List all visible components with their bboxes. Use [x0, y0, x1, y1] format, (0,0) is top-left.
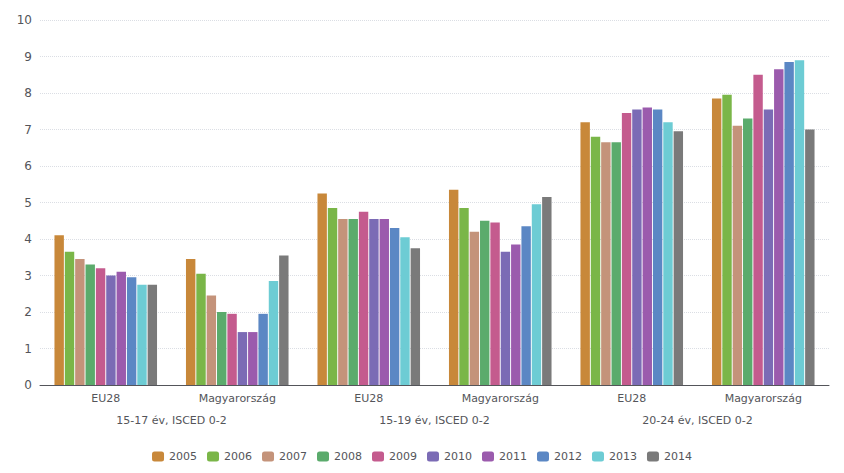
svg-text:5: 5: [24, 196, 32, 210]
svg-text:2009: 2009: [389, 450, 417, 463]
svg-text:9: 9: [24, 50, 32, 64]
svg-text:2007: 2007: [279, 450, 307, 463]
svg-text:6: 6: [24, 159, 32, 173]
svg-text:15-17 év, ISCED 0-2: 15-17 év, ISCED 0-2: [116, 414, 227, 427]
svg-text:Magyarország: Magyarország: [199, 392, 276, 405]
svg-text:2008: 2008: [334, 450, 362, 463]
svg-text:EU28: EU28: [617, 392, 646, 405]
svg-text:0: 0: [24, 378, 32, 392]
svg-text:2006: 2006: [224, 450, 252, 463]
svg-text:2013: 2013: [609, 450, 637, 463]
svg-text:10: 10: [17, 13, 32, 27]
svg-text:3: 3: [24, 269, 32, 283]
svg-text:EU28: EU28: [354, 392, 383, 405]
svg-text:2014: 2014: [664, 450, 692, 463]
svg-text:2: 2: [24, 305, 32, 319]
svg-text:8: 8: [24, 86, 32, 100]
svg-text:EU28: EU28: [91, 392, 120, 405]
svg-text:4: 4: [24, 232, 32, 246]
svg-text:2011: 2011: [499, 450, 527, 463]
svg-text:2005: 2005: [169, 450, 197, 463]
svg-text:Magyarország: Magyarország: [725, 392, 802, 405]
svg-text:7: 7: [24, 123, 32, 137]
svg-text:2010: 2010: [444, 450, 472, 463]
svg-text:15-19 év, ISCED 0-2: 15-19 év, ISCED 0-2: [379, 414, 490, 427]
svg-text:1: 1: [24, 342, 32, 356]
svg-text:Magyarország: Magyarország: [462, 392, 539, 405]
svg-text:2012: 2012: [554, 450, 582, 463]
svg-text:20-24 év, ISCED 0-2: 20-24 év, ISCED 0-2: [642, 414, 753, 427]
